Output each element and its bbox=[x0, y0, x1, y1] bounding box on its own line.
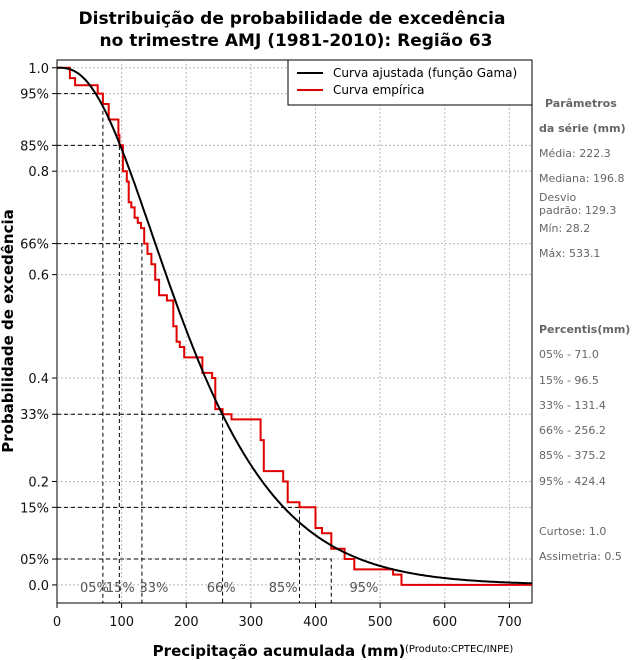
percentis-title: Percentis(mm) bbox=[539, 323, 630, 336]
grid-lines bbox=[57, 60, 532, 603]
y-tick-label-7: 33% bbox=[20, 408, 49, 423]
y-tick-label-11: 0.0 bbox=[28, 579, 49, 594]
stat-max: Máx: 533.1 bbox=[539, 247, 600, 260]
percentil-66: 66% - 256.2 bbox=[539, 424, 606, 437]
percentile-label-5: 95% bbox=[350, 581, 379, 596]
params-title-line1: Parâmetros bbox=[545, 97, 617, 110]
percentile-label-0: 05% bbox=[80, 581, 109, 596]
y-tick-label-9: 15% bbox=[20, 501, 49, 516]
series-fit-curve bbox=[57, 66, 533, 585]
percentil-15: 15% - 96.5 bbox=[539, 374, 599, 387]
stat-desvio-line2: padrão: 129.3 bbox=[539, 204, 616, 217]
x-tick-label-4: 400 bbox=[303, 615, 328, 630]
percentile-guide-4 bbox=[57, 506, 300, 603]
stat-mediana: Mediana: 196.8 bbox=[539, 172, 624, 185]
chart-title-line1: Distribuição de probabilidade de excedên… bbox=[79, 9, 506, 29]
stat-curtose: Curtose: 1.0 bbox=[539, 525, 606, 538]
x-tick-label-6: 600 bbox=[432, 615, 457, 630]
series-layer bbox=[57, 66, 533, 586]
credit-text: (Produto:CPTEC/INPE) bbox=[405, 644, 513, 655]
y-tick-label-5: 0.6 bbox=[28, 269, 49, 284]
legend-label-empirical: Curva empírica bbox=[333, 83, 424, 97]
percentil-33: 33% - 131.4 bbox=[539, 399, 606, 412]
x-tick-label-7: 700 bbox=[497, 615, 522, 630]
percentile-label-3: 66% bbox=[207, 581, 236, 596]
y-axis: 1.0 95% 85% 0.8 66% 0.6 0.4 33% 0.2 15% 05% 0.0 bbox=[20, 62, 57, 594]
y-tick-label-3: 0.8 bbox=[28, 165, 49, 180]
side-panel: Parâmetros da série (mm) Média: 222.3 Me… bbox=[539, 97, 630, 563]
x-axis-label: Precipitação acumulada (mm) bbox=[153, 642, 406, 660]
percentile-label-2: 33% bbox=[139, 581, 168, 596]
percentile-guide-5 bbox=[57, 558, 332, 603]
x-tick-label-5: 500 bbox=[368, 615, 393, 630]
percentile-guide-0 bbox=[57, 93, 104, 603]
y-tick-label-4: 66% bbox=[20, 238, 49, 253]
plot-frame bbox=[56, 59, 533, 604]
x-tick-label-3: 300 bbox=[238, 615, 263, 630]
x-axis: 0 100 200 300 400 500 600 700 bbox=[53, 603, 522, 630]
percentile-guide-2 bbox=[57, 243, 143, 603]
percentil-85: 85% - 375.2 bbox=[539, 449, 606, 462]
y-axis-label: Probabilidade de excedência bbox=[0, 209, 17, 453]
y-tick-label-6: 0.4 bbox=[28, 372, 49, 387]
percentile-label-4: 85% bbox=[269, 581, 298, 596]
stat-desvio-line1: Desvio bbox=[539, 191, 577, 204]
y-tick-label-0: 1.0 bbox=[28, 62, 49, 77]
chart-title-line2: no trimestre AMJ (1981-2010): Região 63 bbox=[100, 31, 493, 51]
x-tick-label-1: 100 bbox=[109, 615, 134, 630]
legend-box bbox=[287, 59, 533, 106]
series-empirical-curve bbox=[57, 66, 532, 586]
x-tick-label-2: 200 bbox=[174, 615, 199, 630]
percentile-guide-1 bbox=[57, 144, 120, 603]
y-tick-label-2: 85% bbox=[20, 139, 49, 154]
percentile-guide-3 bbox=[57, 413, 224, 603]
y-tick-label-10: 05% bbox=[20, 553, 49, 568]
y-tick-label-8: 0.2 bbox=[28, 475, 49, 490]
y-tick-label-1: 95% bbox=[20, 88, 49, 103]
percentile-label-1: 15% bbox=[106, 581, 135, 596]
percentil-95: 95% - 424.4 bbox=[539, 475, 606, 488]
legend: Curva ajustada (função Gama) Curva empír… bbox=[287, 59, 533, 106]
percentile-labels: 05%15% 33% 66% 85% 95% bbox=[80, 581, 378, 596]
stat-assimetria: Assimetria: 0.5 bbox=[539, 550, 622, 563]
stat-min: Mín: 28.2 bbox=[539, 222, 590, 235]
x-tick-label-0: 0 bbox=[53, 615, 61, 630]
legend-label-fit: Curva ajustada (função Gama) bbox=[333, 66, 517, 80]
percentil-05: 05% - 71.0 bbox=[539, 348, 599, 361]
params-title-line2: da série (mm) bbox=[539, 122, 626, 135]
stat-media: Média: 222.3 bbox=[539, 147, 611, 160]
